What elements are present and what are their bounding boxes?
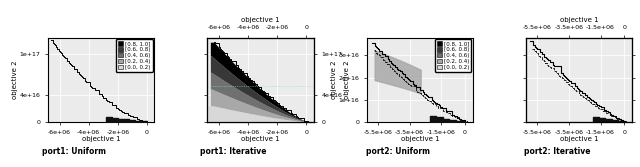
Legend: [0.8, 1.0], [0.6, 0.8), [0.4, 0.6), [0.2, 0.4), [0.0, 0.2): [0.8, 1.0], [0.6, 0.8), [0.4, 0.6), [0.2… bbox=[435, 39, 471, 72]
X-axis label: objective 1: objective 1 bbox=[560, 136, 598, 142]
Text: port2: Iterative: port2: Iterative bbox=[524, 147, 590, 156]
Text: port1: Uniform: port1: Uniform bbox=[42, 147, 106, 156]
Y-axis label: objective 2: objective 2 bbox=[344, 60, 349, 99]
X-axis label: objective 1: objective 1 bbox=[241, 17, 280, 23]
Text: port1: Iterative: port1: Iterative bbox=[200, 147, 267, 156]
Y-axis label: objective 2: objective 2 bbox=[331, 60, 337, 99]
X-axis label: objective 1: objective 1 bbox=[560, 17, 598, 23]
Text: port2: Uniform: port2: Uniform bbox=[366, 147, 430, 156]
X-axis label: objective 1: objective 1 bbox=[82, 136, 120, 142]
Legend: [0.8, 1.0], [0.6, 0.8), [0.4, 0.6), [0.2, 0.4), [0.0, 0.2): [0.8, 1.0], [0.6, 0.8), [0.4, 0.6), [0.2… bbox=[116, 39, 152, 72]
X-axis label: objective 1: objective 1 bbox=[241, 136, 280, 142]
X-axis label: objective 1: objective 1 bbox=[401, 136, 439, 142]
Y-axis label: objective 2: objective 2 bbox=[12, 60, 18, 99]
